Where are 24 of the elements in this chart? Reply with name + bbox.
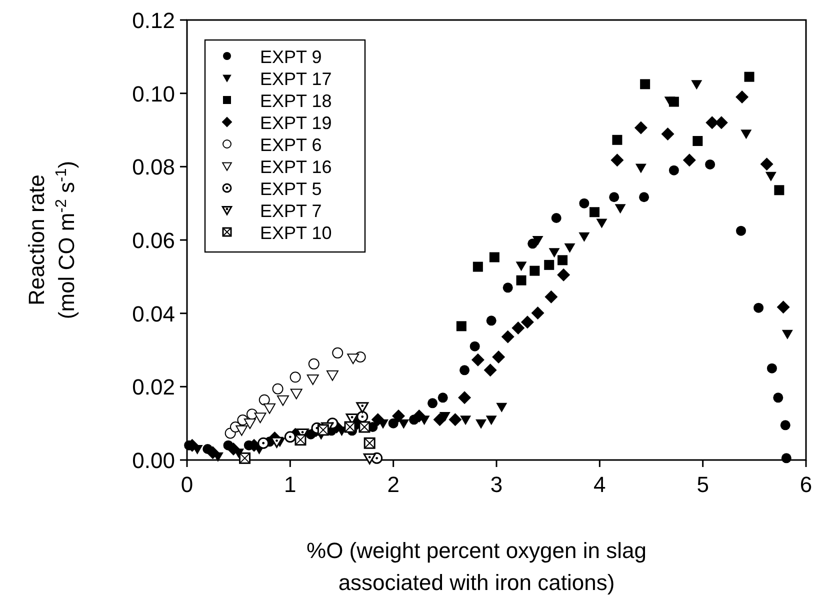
legend-label: EXPT 10 <box>260 223 332 243</box>
x-tick-label: 0 <box>180 472 194 497</box>
legend-label: EXPT 5 <box>260 179 322 199</box>
x-tick-label: 2 <box>387 472 400 497</box>
legend-label: EXPT 6 <box>260 135 322 155</box>
y-tick-label: 0.06 <box>132 228 175 253</box>
x-axis-title: %O (weight percent oxygen in slag associated with iron cations) <box>306 538 646 595</box>
legend-label: EXPT 18 <box>260 91 332 111</box>
y-tick-label: 0.10 <box>132 81 175 106</box>
legend-label: EXPT 16 <box>260 157 332 177</box>
x-tick-label: 3 <box>490 472 503 497</box>
y-tick-label: 0.08 <box>132 154 175 180</box>
y-tick-label: 0.12 <box>132 8 175 33</box>
legend-label: EXPT 7 <box>260 201 322 221</box>
legend-label: EXPT 17 <box>260 69 332 89</box>
legend-label: EXPT 19 <box>260 113 332 133</box>
y-tick-label: 0.00 <box>132 448 175 473</box>
legend-label: EXPT 9 <box>260 47 322 67</box>
x-tick-label: 4 <box>594 472 606 497</box>
x-tick-label: 6 <box>800 472 812 497</box>
x-tick-label: 1 <box>284 472 296 497</box>
y-tick-label: 0.02 <box>132 374 175 400</box>
y-tick-label: 0.04 <box>132 301 175 326</box>
x-tick-label: 5 <box>696 472 709 497</box>
